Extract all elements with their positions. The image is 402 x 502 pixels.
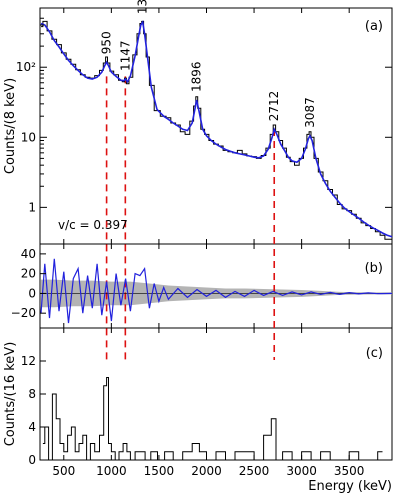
velocity-annotation: v/c = 0.397 — [58, 218, 128, 232]
y-tick-label-a-100: 10² — [16, 60, 36, 74]
peak-label-1147: 1147 — [118, 40, 132, 71]
panel-c-plot — [42, 377, 383, 461]
y-tick-label-a-1: 1 — [28, 200, 36, 214]
y-tick-label-c-12: 12 — [21, 354, 36, 368]
panel-c-data-histogram — [42, 377, 383, 461]
panel-a-fit-line — [40, 19, 393, 238]
x-tick-label-3000: 3000 — [286, 464, 317, 478]
panel-a-frame — [39, 7, 393, 245]
x-tick-label-2000: 2000 — [191, 464, 222, 478]
x-tick-label-1500: 1500 — [144, 464, 175, 478]
peak-label-1896: 1896 — [190, 61, 204, 92]
panel-a-ylabel: Counts/(8 keV) — [3, 78, 18, 174]
peak-label-3087: 3087 — [303, 97, 317, 128]
y-tick-label-b-0: 0 — [28, 286, 36, 300]
x-tick-label-500: 500 — [52, 464, 75, 478]
y-tick-label-b-40: 40 — [21, 247, 36, 261]
x-tick-label-1000: 1000 — [96, 464, 127, 478]
peak-markers — [105, 76, 276, 360]
panel-a-label: (a) — [365, 19, 383, 34]
panel-a-plot: 950 1147 1329 1896 2712 3087 — [40, 0, 393, 240]
x-tick-label-3500: 3500 — [334, 464, 365, 478]
panel-c-label: (c) — [366, 346, 383, 361]
y-tick-label-a-10: 10 — [21, 130, 36, 144]
y-tick-label-b-20: 20 — [21, 267, 36, 281]
x-axis-label: Energy (keV) — [308, 479, 392, 494]
y-tick-label-c-0: 0 — [28, 453, 36, 467]
y-tick-label-c-4: 4 — [28, 420, 36, 434]
panel-c-frame — [39, 327, 393, 461]
panel-c-ylabel: Counts/(16 keV) — [3, 342, 18, 447]
panel-b-plot — [40, 258, 393, 324]
axis-ticks: 500 1000 1500 2000 2500 3000 3500 1 10 10² −20 0 20 4… — [11, 8, 392, 478]
panel-b-residual-line — [40, 258, 393, 324]
peak-label-2712: 2712 — [267, 91, 281, 122]
panel-b-label: (b) — [365, 261, 383, 276]
peak-label-950: 950 — [100, 31, 114, 54]
y-tick-label-b--20: −20 — [11, 306, 36, 320]
panel-a-data-histogram — [41, 20, 392, 240]
peak-label-1329: 1329 — [136, 0, 150, 14]
y-tick-label-c-8: 8 — [28, 387, 36, 401]
x-tick-label-2500: 2500 — [239, 464, 270, 478]
